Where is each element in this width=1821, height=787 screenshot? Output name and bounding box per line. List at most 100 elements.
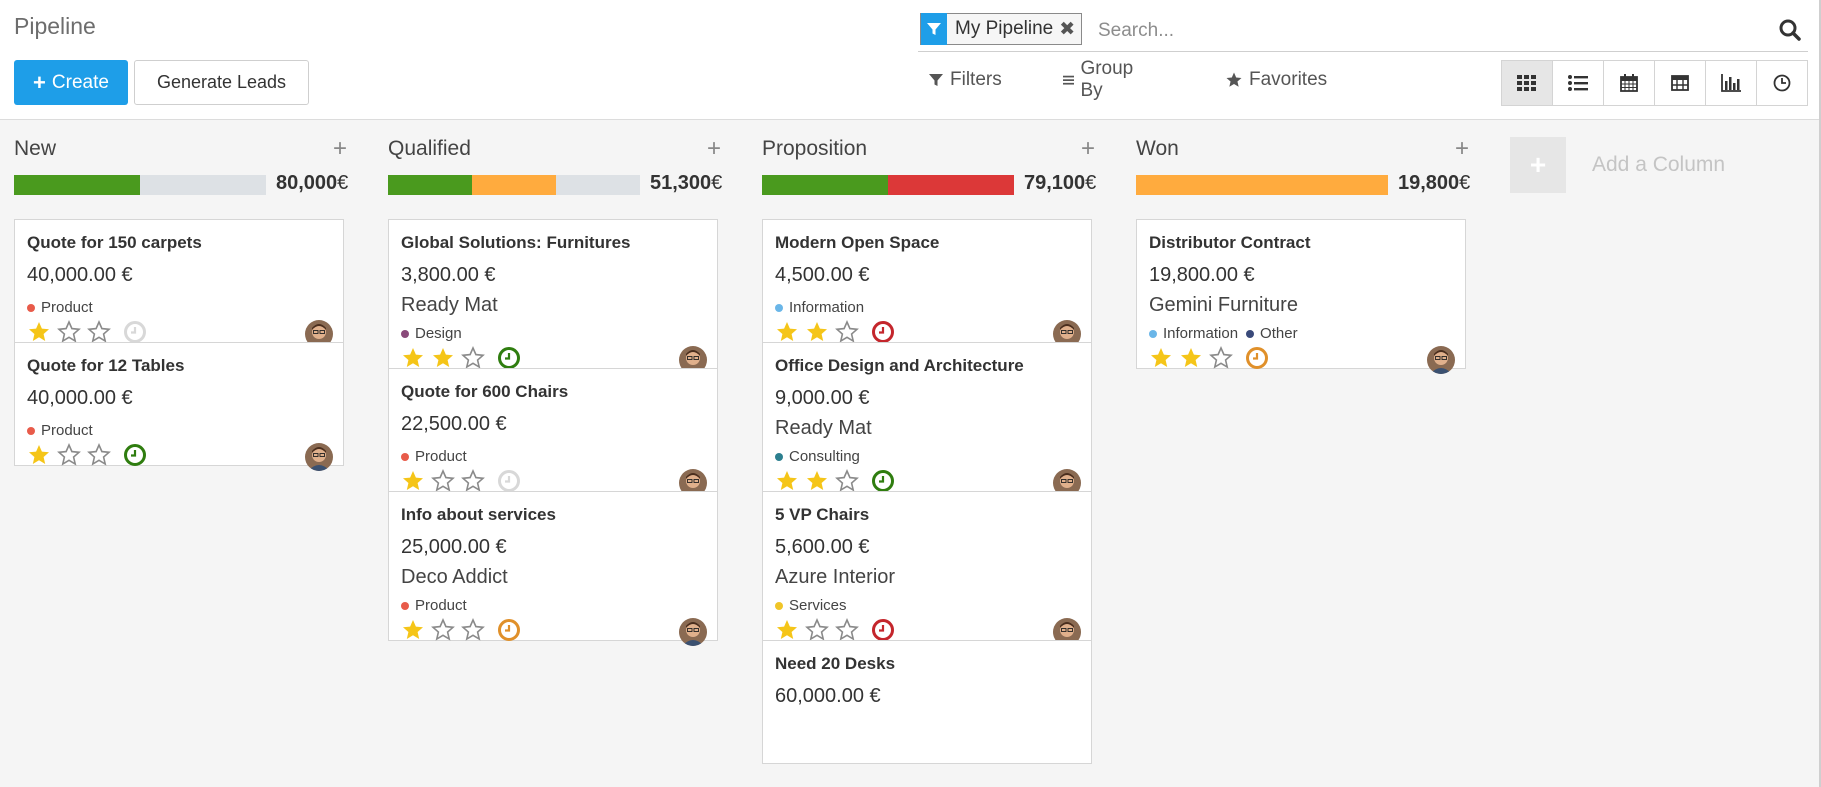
card-tags: Design [401,325,462,342]
filters-dropdown[interactable]: Filters [928,62,1002,98]
card-footer [775,618,895,642]
star-empty-icon[interactable] [431,618,455,642]
star-filled-icon[interactable] [401,469,425,493]
kanban-card[interactable]: Info about services 25,000.00 € Deco Addic… [388,491,718,646]
column-progress-bar[interactable] [388,175,640,195]
pivot-view-button[interactable] [1654,60,1706,106]
group-by-dropdown[interactable]: Group By [1063,58,1138,101]
avatar[interactable] [305,443,333,471]
progress-segment[interactable] [1136,175,1388,195]
star-empty-icon[interactable] [835,320,859,344]
generate-leads-button[interactable]: Generate Leads [134,60,309,105]
star-filled-icon[interactable] [775,469,799,493]
column-title[interactable]: New [14,137,57,160]
star-empty-icon[interactable] [57,443,81,467]
list-view-button[interactable] [1552,60,1604,106]
column-progress-bar[interactable] [14,175,266,195]
star-empty-icon[interactable] [57,320,81,344]
kanban-card[interactable]: Quote for 600 Chairs 22,500.00 € Product [388,368,718,497]
kanban-card[interactable]: Distributor Contract 19,800.00 € Gemini Fu… [1136,219,1466,374]
kanban-card[interactable]: Quote for 12 Tables 40,000.00 € Product [14,342,344,471]
column-progress-bar[interactable] [762,175,1014,195]
star-filled-icon[interactable] [431,346,455,370]
search-input[interactable] [1098,16,1758,46]
favorites-dropdown[interactable]: Favorites [1225,62,1327,98]
column-quick-create-icon[interactable]: + [706,135,721,162]
card-tag: Information [775,299,864,316]
activity-clock-icon[interactable] [497,346,521,370]
star-empty-icon[interactable] [835,618,859,642]
star-empty-icon[interactable] [461,346,485,370]
add-column[interactable]: + Add a Column [1510,137,1725,193]
activity-clock-icon[interactable] [871,469,895,493]
star-filled-icon[interactable] [805,469,829,493]
column-total-currency: € [711,172,723,194]
activity-view-button[interactable] [1756,60,1808,106]
tag-color-dot [401,329,409,338]
activity-clock-icon[interactable] [871,618,895,642]
facet-remove-icon[interactable]: ✖ [1059,18,1076,40]
column-cards: Quote for 150 carpets 40,000.00 € Product Q… [14,219,344,471]
avatar[interactable] [679,618,707,646]
star-icon [1226,72,1242,87]
progress-segment[interactable] [388,175,472,195]
activity-clock-icon[interactable] [871,320,895,344]
card-revenue: 40,000.00 € [27,387,133,409]
progress-segment[interactable] [14,175,140,195]
star-filled-icon[interactable] [775,320,799,344]
star-empty-icon[interactable] [835,469,859,493]
kanban-view-button[interactable] [1501,60,1553,106]
star-filled-icon[interactable] [27,320,51,344]
create-button-label: Create [51,71,109,93]
column-quick-create-icon[interactable]: + [332,135,347,162]
star-filled-icon[interactable] [775,618,799,642]
progress-segment[interactable] [471,175,556,195]
plus-icon: + [33,69,46,95]
star-empty-icon[interactable] [1209,346,1233,370]
progress-segment[interactable] [888,175,1014,195]
facet-label: My Pipeline [955,18,1054,39]
graph-view-button[interactable] [1705,60,1757,106]
tag-color-dot [775,601,783,610]
activity-clock-icon[interactable] [1245,346,1269,370]
star-empty-icon[interactable] [431,469,455,493]
star-empty-icon[interactable] [87,320,111,344]
activity-clock-icon[interactable] [123,320,147,344]
kanban-card[interactable]: Global Solutions: Furnitures 3,800.00 € Re… [388,219,718,374]
star-filled-icon[interactable] [805,320,829,344]
card-title: 5 VP Chairs [775,505,870,524]
column-quick-create-icon[interactable]: + [1080,135,1095,162]
calendar-view-button[interactable] [1603,60,1655,106]
activity-clock-icon[interactable] [123,443,147,467]
star-filled-icon[interactable] [27,443,51,467]
column-total: 19,800€ [1398,172,1470,195]
progress-segment[interactable] [762,175,888,195]
kanban-card[interactable]: Quote for 150 carpets 40,000.00 € Product [14,219,344,348]
card-revenue: 40,000.00 € [27,264,133,286]
star-filled-icon[interactable] [1179,346,1203,370]
kanban-card[interactable]: Office Design and Architecture 9,000.00 €… [762,342,1092,497]
avatar[interactable] [1427,346,1455,374]
star-empty-icon[interactable] [461,618,485,642]
activity-clock-icon[interactable] [497,469,521,493]
column-title[interactable]: Qualified [388,137,471,160]
star-filled-icon[interactable] [401,618,425,642]
group-by-label: Group By [1080,58,1134,101]
star-filled-icon[interactable] [1149,346,1173,370]
kanban-card[interactable]: 5 VP Chairs 5,600.00 € Azure Interior Servi… [762,491,1092,646]
create-button[interactable]: + Create [14,60,128,105]
activity-clock-icon[interactable] [497,618,521,642]
column-progress-bar[interactable] [1136,175,1388,195]
kanban-card[interactable]: Need 20 Desks 60,000.00 € [762,640,1092,764]
kanban-card[interactable]: Modern Open Space 4,500.00 € Information [762,219,1092,348]
column-quick-create-icon[interactable]: + [1454,135,1469,162]
star-empty-icon[interactable] [461,469,485,493]
column-title[interactable]: Proposition [762,137,868,160]
column-title[interactable]: Won [1136,137,1179,160]
star-empty-icon[interactable] [87,443,111,467]
star-filled-icon[interactable] [401,346,425,370]
scrollbar[interactable] [1819,0,1821,787]
star-empty-icon[interactable] [805,618,829,642]
card-title: Quote for 600 Chairs [401,382,569,401]
search-icon[interactable] [1778,18,1802,42]
